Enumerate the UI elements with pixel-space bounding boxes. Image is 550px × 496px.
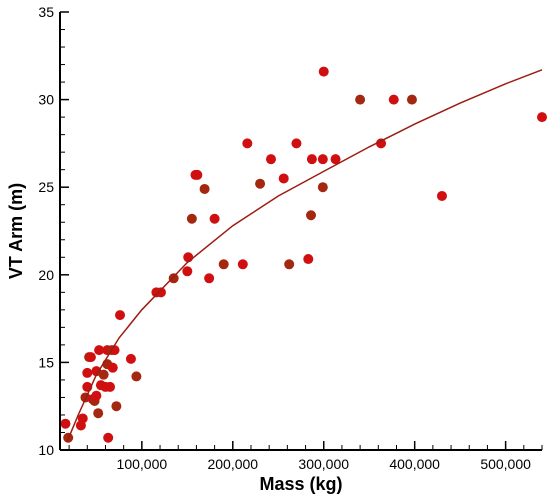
data-point [131, 371, 142, 382]
data-point [306, 154, 317, 165]
data-point [192, 169, 203, 180]
y-tick-label: 15 [38, 354, 54, 370]
data-point [209, 213, 220, 224]
data-point [93, 408, 104, 419]
data-point [204, 273, 215, 284]
data-point [317, 182, 328, 193]
y-tick-label: 35 [38, 4, 54, 20]
data-point [103, 432, 114, 443]
data-point [199, 183, 210, 194]
data-point [115, 310, 126, 321]
axes [59, 12, 542, 451]
data-point [242, 138, 253, 149]
data-point [82, 367, 93, 378]
x-tick-label: 300,000 [298, 456, 349, 472]
x-tick-label: 200,000 [207, 456, 258, 472]
data-point [318, 66, 329, 77]
data-point [107, 362, 118, 373]
ticks: 10 15 20 25 30 35 100,000 200,000 300,000 400,000… [38, 4, 543, 472]
x-tick-label: 100,000 [117, 456, 168, 472]
data-point [291, 138, 302, 149]
data-point [303, 254, 314, 265]
data-point [436, 190, 447, 201]
y-tick-label: 25 [38, 179, 54, 195]
data-point [155, 287, 166, 298]
data-point [406, 94, 417, 105]
data-point [182, 266, 193, 277]
data-point [186, 213, 197, 224]
data-point [91, 390, 102, 401]
x-tick-label: 400,000 [389, 456, 440, 472]
data-point [105, 381, 116, 392]
data-point [537, 112, 547, 123]
data-point [77, 413, 88, 424]
data-point [125, 353, 136, 364]
data-point [85, 352, 96, 363]
y-tick-label: 30 [38, 92, 54, 108]
x-axis-title: Mass (kg) [259, 474, 342, 494]
data-point [237, 259, 248, 270]
y-tick-label: 20 [38, 267, 54, 283]
data-point [255, 178, 266, 189]
data-point [376, 138, 387, 149]
y-tick-label: 10 [38, 442, 54, 458]
data-point [111, 401, 122, 412]
y-axis-title: VT Arm (m) [6, 183, 26, 279]
data-point [60, 418, 71, 429]
data-point [388, 94, 399, 105]
data-point [183, 252, 194, 263]
data-point [168, 273, 179, 284]
x-tick-label: 500,000 [480, 456, 531, 472]
data-point [94, 345, 105, 356]
trend-curve [66, 69, 543, 442]
data-point [317, 154, 328, 165]
data-point [330, 154, 341, 165]
data-point [218, 259, 229, 270]
data-marks [60, 66, 547, 443]
data-point [98, 369, 109, 380]
data-point [109, 345, 120, 356]
data-point [278, 173, 289, 184]
data-point [284, 259, 295, 270]
data-point [355, 94, 366, 105]
data-point [306, 210, 317, 221]
data-point [265, 154, 276, 165]
